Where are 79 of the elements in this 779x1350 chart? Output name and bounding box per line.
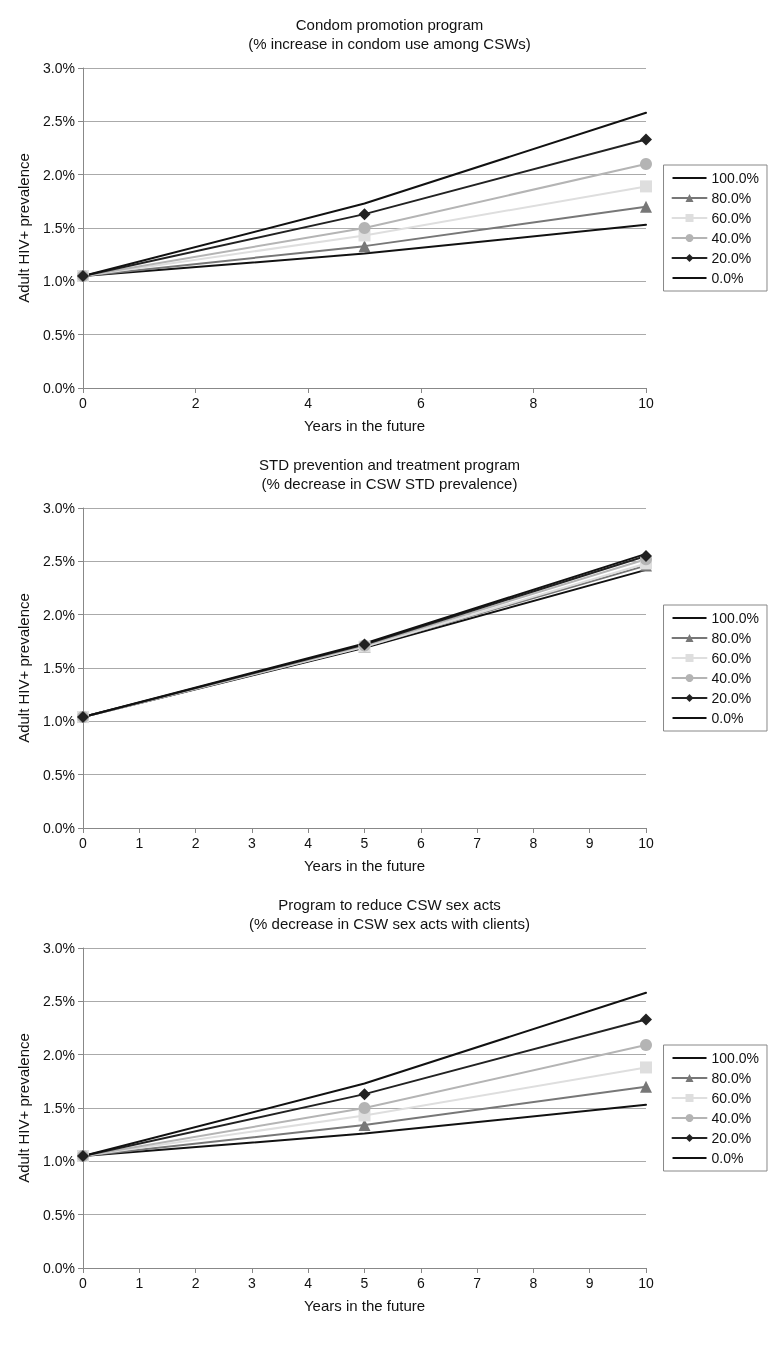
y-tick-label: 0.5% (43, 326, 75, 343)
x-tick-label: 1 (135, 1275, 144, 1291)
x-tick-label: 7 (473, 1275, 482, 1291)
chart-title: Condom promotion program (295, 16, 484, 33)
x-tick-label: 4 (304, 1275, 313, 1291)
legend-label: 0.0% (711, 1150, 744, 1166)
y-tick-label: 0.5% (43, 1206, 75, 1223)
x-tick-label: 10 (638, 1275, 654, 1291)
y-tick-label: 1.5% (43, 660, 75, 676)
y-tick-label: 3.0% (43, 60, 75, 76)
x-tick-label: 8 (529, 835, 538, 851)
x-tick-label: 1 (135, 835, 144, 851)
y-tick-label: 1.5% (43, 1100, 75, 1116)
legend-label: 80.0% (711, 1070, 752, 1086)
x-tick-label: 10 (638, 395, 654, 411)
x-axis-title: Years in the future (303, 417, 426, 434)
x-tick-label: 2 (191, 835, 200, 851)
legend-label: 40.0% (711, 230, 752, 246)
x-tick-label: 0 (79, 1275, 88, 1291)
y-tick-label: 2.5% (43, 113, 75, 130)
legend-label: 0.0% (711, 270, 744, 286)
legend-label: 100.0% (711, 1050, 759, 1066)
x-tick-label: 9 (585, 835, 594, 851)
y-tick-label: 1.5% (43, 220, 75, 236)
legend-label: 80.0% (711, 190, 752, 206)
y-tick-label: 0.0% (43, 820, 75, 836)
x-tick-label: 6 (416, 395, 425, 411)
x-tick-label: 3 (248, 835, 256, 851)
x-tick-label: 2 (191, 395, 200, 411)
y-tick-label: 2.0% (43, 166, 75, 183)
x-tick-label: 4 (304, 395, 313, 411)
legend-label: 60.0% (711, 1090, 752, 1106)
legend-label: 60.0% (711, 210, 752, 226)
legend-label: 100.0% (711, 610, 759, 626)
x-tick-label: 3 (248, 1275, 256, 1291)
legend-label: 20.0% (711, 250, 752, 266)
y-tick-label: 1.0% (43, 713, 75, 730)
y-axis-title: Adult HIV+ prevalence (15, 593, 32, 743)
y-tick-label: 3.0% (43, 940, 75, 956)
legend-label: 40.0% (711, 1110, 752, 1126)
x-tick-label: 0 (79, 395, 88, 411)
x-tick-label: 5 (360, 1275, 369, 1291)
y-axis-title: Adult HIV+ prevalence (15, 153, 32, 303)
x-tick-label: 8 (529, 395, 538, 411)
y-tick-label: 2.0% (43, 1046, 75, 1063)
x-tick-label: 0 (79, 835, 88, 851)
chart-subtitle: (% decrease in CSW sex acts with clients) (249, 915, 530, 932)
x-tick-label: 6 (416, 835, 425, 851)
x-tick-label: 4 (304, 835, 313, 851)
legend-label: 60.0% (711, 650, 752, 666)
x-tick-label: 2 (191, 1275, 200, 1291)
chart-subtitle: (% increase in condom use among CSWs) (248, 35, 531, 52)
x-tick-label: 6 (416, 1275, 425, 1291)
y-tick-label: 2.5% (43, 553, 75, 570)
x-axis-title: Years in the future (303, 857, 426, 874)
x-tick-label: 9 (585, 1275, 594, 1291)
y-tick-label: 1.0% (43, 273, 75, 290)
y-tick-label: 3.0% (43, 500, 75, 516)
x-axis-title: Years in the future (303, 1297, 426, 1314)
y-tick-label: 2.0% (43, 606, 75, 623)
y-tick-label: 0.5% (43, 766, 75, 783)
legend-label: 40.0% (711, 670, 752, 686)
x-tick-label: 7 (473, 835, 482, 851)
y-axis-title: Adult HIV+ prevalence (15, 1033, 32, 1183)
legend-label: 80.0% (711, 630, 752, 646)
legend-label: 20.0% (711, 1130, 752, 1146)
x-tick-label: 10 (638, 835, 654, 851)
x-tick-label: 5 (360, 835, 369, 851)
chart-title: Program to reduce CSW sex acts (278, 896, 501, 913)
y-tick-label: 1.0% (43, 1153, 75, 1170)
chart-title: STD prevention and treatment program (259, 456, 520, 473)
y-tick-label: 0.0% (43, 1260, 75, 1276)
legend-label: 20.0% (711, 690, 752, 706)
y-tick-label: 2.5% (43, 993, 75, 1010)
legend-label: 100.0% (711, 170, 759, 186)
legend-label: 0.0% (711, 710, 744, 726)
chart-subtitle: (% decrease in CSW STD prevalence) (261, 475, 518, 492)
y-tick-label: 0.0% (43, 380, 75, 396)
x-tick-label: 8 (529, 1275, 538, 1291)
